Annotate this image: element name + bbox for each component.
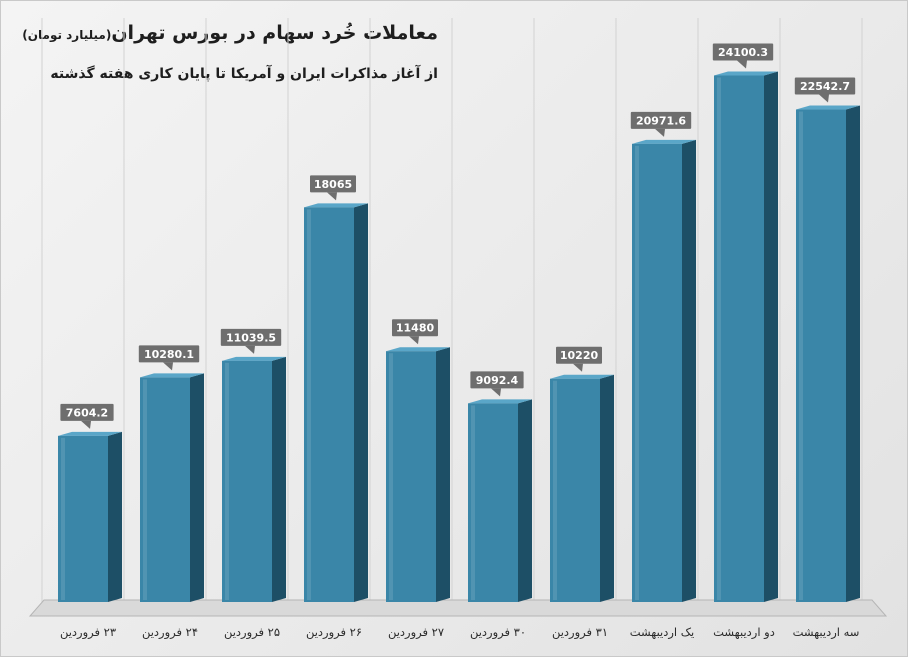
bar-side [682,139,696,602]
bar-group: 24100.3 [712,43,778,603]
bar-highlight [635,145,639,600]
bar-side [272,356,286,602]
data-label-box [556,346,602,364]
bar [58,435,108,602]
category-label: دو اردیبهشت [713,625,775,640]
chart-floor [28,599,888,617]
bar-side [846,105,860,603]
bar [796,109,846,603]
bar-side [436,347,450,602]
data-label-box [712,43,774,61]
bar-group: 11039.5 [220,328,286,602]
chart-title-unit: (میلیارد تومان) [22,28,112,42]
data-label-box [220,328,282,346]
bar-top [140,373,204,378]
bar-group: 11480 [386,319,450,602]
data-label: 10280.1 [144,348,194,361]
category-label: ۲۷ فروردین [388,625,444,640]
data-label-pointer [327,192,337,201]
bar-group: 18065 [304,175,368,603]
data-label-box [470,371,524,389]
bar-highlight [307,209,311,601]
data-label-pointer [655,128,665,137]
category-label: یک اردیبهشت [630,625,695,640]
bar-group: 10220 [550,346,614,602]
bar-group: 22542.7 [794,77,860,603]
bar-top [632,139,696,144]
category-label: ۳۱ فروردین [552,625,608,640]
chart-subtitle: از آغاز مذاکرات ایران و آمریکا تا پایان … [50,66,438,82]
category-label: سه اردیبهشت [793,625,860,640]
data-label-pointer [491,388,501,397]
category-label: ۳۰ فروردین [470,625,526,640]
data-label: 10220 [560,349,599,362]
bar-group: 9092.4 [468,371,532,602]
data-label-pointer [245,345,255,354]
bar-top [796,105,860,110]
bar-side [354,203,368,603]
data-label: 11480 [396,322,435,335]
data-label: 22542.7 [800,80,850,93]
category-label: ۲۳ فروردین [60,625,116,640]
data-label-pointer [819,94,829,103]
bar [222,360,272,602]
bar [714,75,764,603]
data-label: 18065 [314,178,352,191]
bar-side [518,399,532,602]
data-label-pointer [409,336,419,345]
bar-highlight [553,380,557,600]
data-label: 11039.5 [226,331,276,344]
bar-top [714,71,778,76]
data-label-box [630,111,692,129]
bar-top [386,347,450,352]
data-label: 24100.3 [718,46,768,59]
bar-top [58,431,122,436]
bar-top [550,374,614,379]
bar-group: 20971.6 [630,111,696,602]
category-label: ۲۶ فروردین [306,625,362,640]
bar-highlight [61,437,65,600]
bar-highlight [389,353,393,600]
bar-highlight [471,405,475,600]
bar-top [304,203,368,208]
bar-group: 10280.1 [138,345,204,602]
bar [386,351,436,602]
bar [140,377,190,602]
data-label-box [60,403,114,421]
category-label: ۲۴ فروردین [142,625,198,640]
bar-highlight [799,111,803,601]
data-label-pointer [573,363,583,372]
bar-highlight [225,362,229,600]
data-label-box [310,175,356,193]
bar-side [108,431,122,602]
bar-top [222,356,286,361]
bar-highlight [143,379,147,600]
data-label-box [392,319,438,337]
data-label-pointer [81,420,91,429]
data-label: 9092.4 [476,374,519,387]
bar [304,207,354,603]
bar-side [600,374,614,602]
data-label-box [138,345,200,363]
chart-title: معاملات خُرد سهام در بورس تهران(میلیارد … [22,22,438,44]
data-label-pointer [737,60,747,69]
bar-highlight [717,77,721,601]
data-label-box [794,77,856,95]
data-label: 7604.2 [66,406,108,419]
data-label: 20971.6 [636,114,686,127]
chart-title-text: معاملات خُرد سهام در بورس تهران [111,22,438,44]
category-label: ۲۵ فروردین [224,625,280,640]
bar-side [764,71,778,603]
bar-group: 7604.2 [58,403,122,602]
bar [550,378,600,602]
bar-top [468,399,532,404]
data-label-pointer [163,362,173,371]
bar-side [190,373,204,602]
bar [632,143,682,602]
bar [468,403,518,602]
